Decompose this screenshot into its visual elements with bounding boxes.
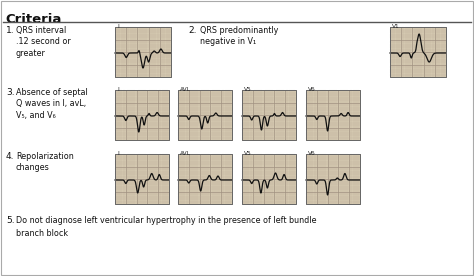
Bar (242, 90, 296, 140)
Text: AVL: AVL (180, 87, 191, 92)
Bar (115, 27, 171, 77)
Bar (306, 90, 360, 140)
Text: 3.: 3. (6, 88, 15, 97)
Bar (242, 154, 296, 204)
Bar (115, 90, 169, 140)
Bar (178, 90, 232, 140)
Bar (178, 154, 232, 204)
Text: I: I (117, 151, 119, 156)
Bar (115, 27, 171, 77)
Bar (242, 90, 296, 140)
Text: V6: V6 (308, 87, 316, 92)
Text: 5.: 5. (6, 216, 15, 225)
Text: V5: V5 (244, 87, 252, 92)
Bar (390, 27, 446, 77)
Bar (178, 154, 232, 204)
Bar (306, 90, 360, 140)
Bar (242, 154, 296, 204)
Text: V1: V1 (392, 24, 400, 29)
Text: V6: V6 (308, 151, 316, 156)
Bar (306, 154, 360, 204)
Bar (115, 154, 169, 204)
Text: Criteria: Criteria (5, 13, 61, 26)
Bar (306, 154, 360, 204)
Bar (115, 154, 169, 204)
Bar (390, 27, 446, 77)
Text: 4.: 4. (6, 152, 15, 161)
Bar (178, 90, 232, 140)
Bar (115, 90, 169, 140)
Text: Repolarization
changes: Repolarization changes (16, 152, 74, 172)
Text: 1.: 1. (6, 26, 15, 35)
Text: QRS interval
.12 second or
greater: QRS interval .12 second or greater (16, 26, 71, 58)
Text: V5: V5 (244, 151, 252, 156)
Text: Do not diagnose left ventricular hypertrophy in the presence of left bundle
bran: Do not diagnose left ventricular hypertr… (16, 216, 317, 238)
Text: 2.: 2. (188, 26, 197, 35)
Text: I: I (117, 24, 119, 29)
Text: QRS predominantly
negative in V₁: QRS predominantly negative in V₁ (200, 26, 278, 46)
Text: Absence of septal
Q waves in I, avL,
V₅, and V₆: Absence of septal Q waves in I, avL, V₅,… (16, 88, 88, 120)
Text: AVL: AVL (180, 151, 191, 156)
Text: I: I (117, 87, 119, 92)
